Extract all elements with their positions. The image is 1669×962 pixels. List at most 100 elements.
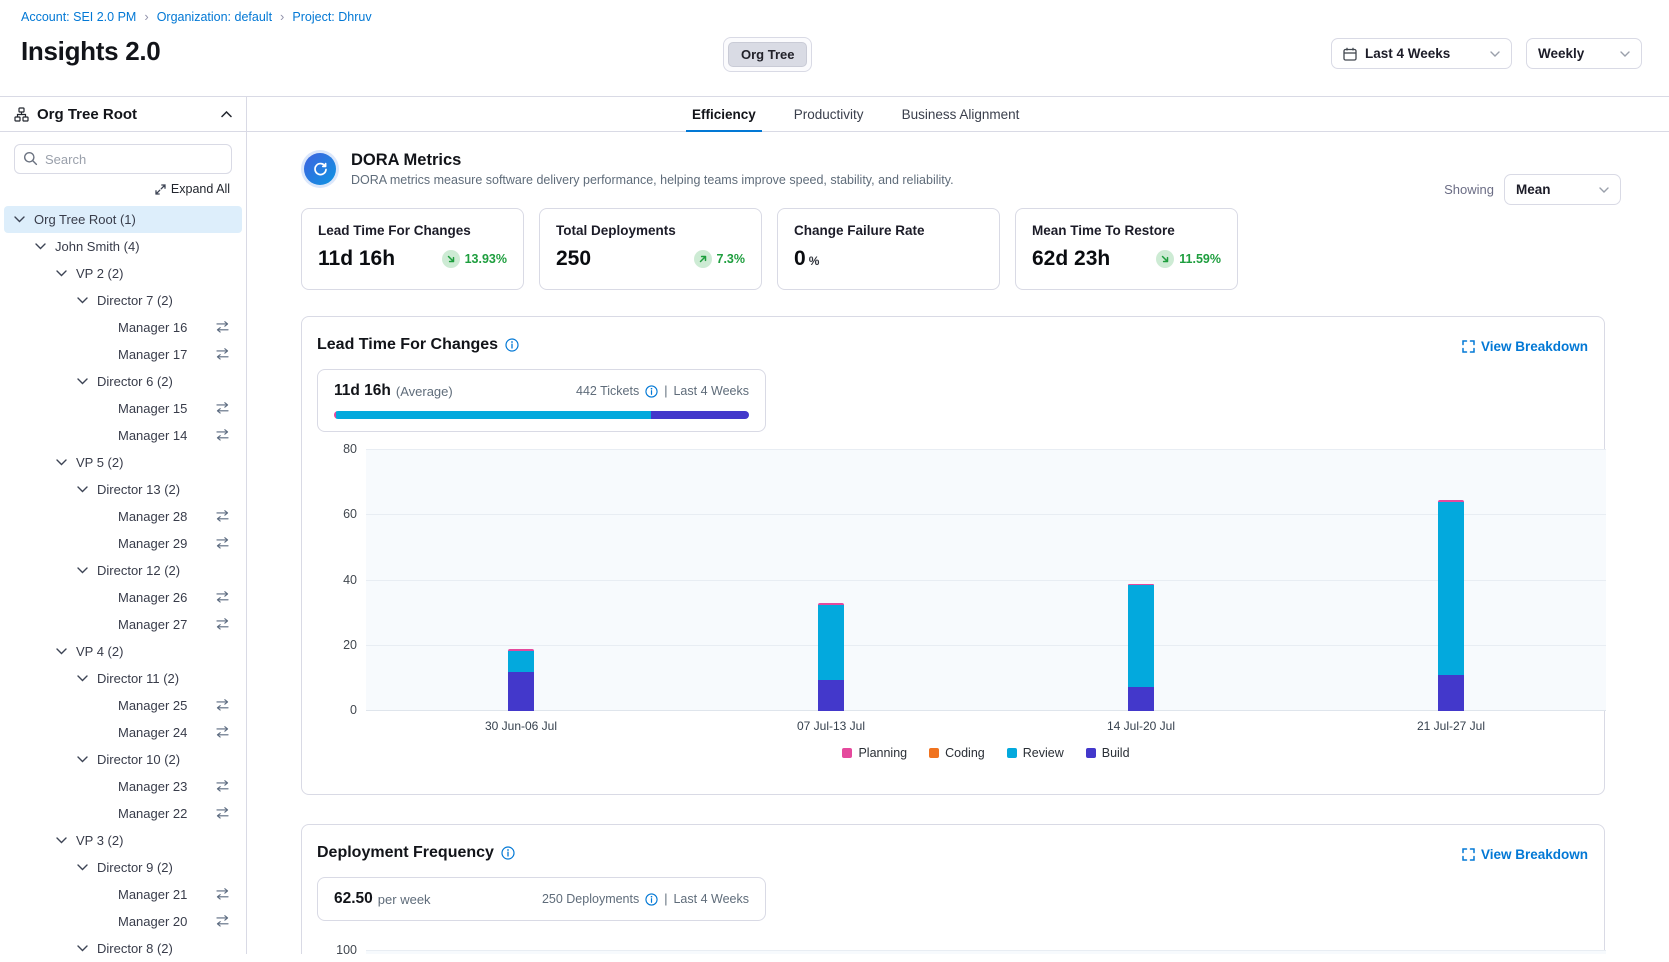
bar-group[interactable] <box>508 649 534 711</box>
tree-item-manager-28[interactable]: Manager 28 <box>4 503 242 530</box>
legend-item-planning[interactable]: Planning <box>842 746 907 760</box>
tree-item-manager-22[interactable]: Manager 22 <box>4 800 242 827</box>
chevron-down-icon[interactable] <box>56 459 76 466</box>
legend-label: Build <box>1102 746 1130 760</box>
tree-item-director-11-2[interactable]: Director 11 (2) <box>4 665 242 692</box>
compare-icon[interactable] <box>215 726 230 738</box>
progress-segment-build <box>651 411 749 419</box>
tree-item-manager-24[interactable]: Manager 24 <box>4 719 242 746</box>
legend-item-build[interactable]: Build <box>1086 746 1130 760</box>
compare-icon[interactable] <box>215 699 230 711</box>
chevron-down-icon[interactable] <box>14 216 34 223</box>
breadcrumb-account-link[interactable]: Account: SEI 2.0 PM <box>21 10 136 24</box>
search-input[interactable] <box>14 144 232 174</box>
tree-item-manager-14[interactable]: Manager 14 <box>4 422 242 449</box>
legend-swatch <box>1086 748 1096 758</box>
chevron-down-icon[interactable] <box>77 675 97 682</box>
collapse-sidebar-icon[interactable] <box>221 111 232 118</box>
legend-item-review[interactable]: Review <box>1007 746 1064 760</box>
compare-icon[interactable] <box>215 888 230 900</box>
tree-item-vp-2-2[interactable]: VP 2 (2) <box>4 260 242 287</box>
info-icon[interactable] <box>505 338 519 352</box>
tree-item-manager-26[interactable]: Manager 26 <box>4 584 242 611</box>
bar-group[interactable] <box>1438 500 1464 711</box>
tree-item-director-7-2[interactable]: Director 7 (2) <box>4 287 242 314</box>
compare-icon[interactable] <box>215 537 230 549</box>
tab-productivity[interactable]: Productivity <box>790 97 868 132</box>
tree-item-director-6-2[interactable]: Director 6 (2) <box>4 368 242 395</box>
tree-item-manager-16[interactable]: Manager 16 <box>4 314 242 341</box>
tree-item-vp-4-2[interactable]: VP 4 (2) <box>4 638 242 665</box>
sidebar-title: Org Tree Root <box>37 106 213 123</box>
tree-item-john-smith-4[interactable]: John Smith (4) <box>4 233 242 260</box>
tree-item-org-tree-root-1[interactable]: Org Tree Root (1) <box>4 206 242 233</box>
tree-item-manager-25[interactable]: Manager 25 <box>4 692 242 719</box>
tree-item-manager-21[interactable]: Manager 21 <box>4 881 242 908</box>
chevron-down-icon[interactable] <box>77 864 97 871</box>
tree-item-manager-15[interactable]: Manager 15 <box>4 395 242 422</box>
lead-time-view-breakdown-link[interactable]: View Breakdown <box>1462 339 1588 354</box>
compare-icon[interactable] <box>215 618 230 630</box>
bar-segment-review[interactable] <box>1128 585 1154 686</box>
chevron-down-icon[interactable] <box>77 486 97 493</box>
tree-item-director-9-2[interactable]: Director 9 (2) <box>4 854 242 881</box>
deployment-view-breakdown-link[interactable]: View Breakdown <box>1462 847 1588 862</box>
info-icon[interactable] <box>645 385 658 398</box>
compare-icon[interactable] <box>215 915 230 927</box>
tree-item-director-10-2[interactable]: Director 10 (2) <box>4 746 242 773</box>
compare-icon[interactable] <box>215 807 230 819</box>
compare-icon[interactable] <box>215 591 230 603</box>
org-tree-toggle-button[interactable]: Org Tree <box>728 42 807 67</box>
bar-segment-review[interactable] <box>1438 502 1464 675</box>
date-range-select[interactable]: Last 4 Weeks <box>1331 38 1512 69</box>
chevron-down-icon[interactable] <box>35 243 55 250</box>
chevron-down-icon[interactable] <box>56 270 76 277</box>
granularity-select[interactable]: Weekly <box>1526 38 1642 69</box>
trend-down-icon <box>442 250 460 268</box>
org-tree: Org Tree Root (1)John Smith (4)VP 2 (2)D… <box>0 206 246 962</box>
showing-select[interactable]: Mean <box>1504 174 1621 205</box>
tree-item-director-8-2[interactable]: Director 8 (2) <box>4 935 242 962</box>
bar-segment-review[interactable] <box>818 605 844 680</box>
tree-item-vp-3-2[interactable]: VP 3 (2) <box>4 827 242 854</box>
bar-segment-build[interactable] <box>818 680 844 711</box>
bar-segment-build[interactable] <box>1128 687 1154 711</box>
tree-item-manager-23[interactable]: Manager 23 <box>4 773 242 800</box>
chevron-down-icon[interactable] <box>56 837 76 844</box>
bar-group[interactable] <box>818 603 844 711</box>
info-icon[interactable] <box>501 846 515 860</box>
tab-business-alignment[interactable]: Business Alignment <box>898 97 1024 132</box>
tree-item-director-13-2[interactable]: Director 13 (2) <box>4 476 242 503</box>
compare-icon[interactable] <box>215 780 230 792</box>
chevron-down-icon[interactable] <box>56 648 76 655</box>
bar-segment-build[interactable] <box>508 672 534 711</box>
bar-group[interactable] <box>1128 584 1154 711</box>
metric-card-row: 11d 16h13.93% <box>318 247 507 271</box>
chevron-down-icon[interactable] <box>77 378 97 385</box>
tree-item-manager-17[interactable]: Manager 17 <box>4 341 242 368</box>
breadcrumb-organization-link[interactable]: Organization: default <box>157 10 272 24</box>
bar-segment-build[interactable] <box>1438 675 1464 711</box>
compare-icon[interactable] <box>215 321 230 333</box>
bar-segment-review[interactable] <box>508 651 534 672</box>
chevron-down-icon[interactable] <box>77 567 97 574</box>
compare-icon[interactable] <box>215 348 230 360</box>
compare-icon[interactable] <box>215 510 230 522</box>
tree-item-manager-29[interactable]: Manager 29 <box>4 530 242 557</box>
expand-all-button[interactable]: Expand All <box>155 182 230 196</box>
tree-item-manager-27[interactable]: Manager 27 <box>4 611 242 638</box>
compare-icon[interactable] <box>215 429 230 441</box>
breadcrumb-project-link[interactable]: Project: Dhruv <box>292 10 371 24</box>
tab-efficiency[interactable]: Efficiency <box>688 97 760 132</box>
info-icon[interactable] <box>645 893 658 906</box>
tree-item-manager-20[interactable]: Manager 20 <box>4 908 242 935</box>
chevron-down-icon[interactable] <box>77 945 97 952</box>
legend-item-coding[interactable]: Coding <box>929 746 985 760</box>
chevron-down-icon <box>1620 51 1630 57</box>
chevron-down-icon[interactable] <box>77 756 97 763</box>
tree-item-director-12-2[interactable]: Director 12 (2) <box>4 557 242 584</box>
y-axis-tick-label: 0 <box>317 703 357 717</box>
compare-icon[interactable] <box>215 402 230 414</box>
tree-item-vp-5-2[interactable]: VP 5 (2) <box>4 449 242 476</box>
chevron-down-icon[interactable] <box>77 297 97 304</box>
